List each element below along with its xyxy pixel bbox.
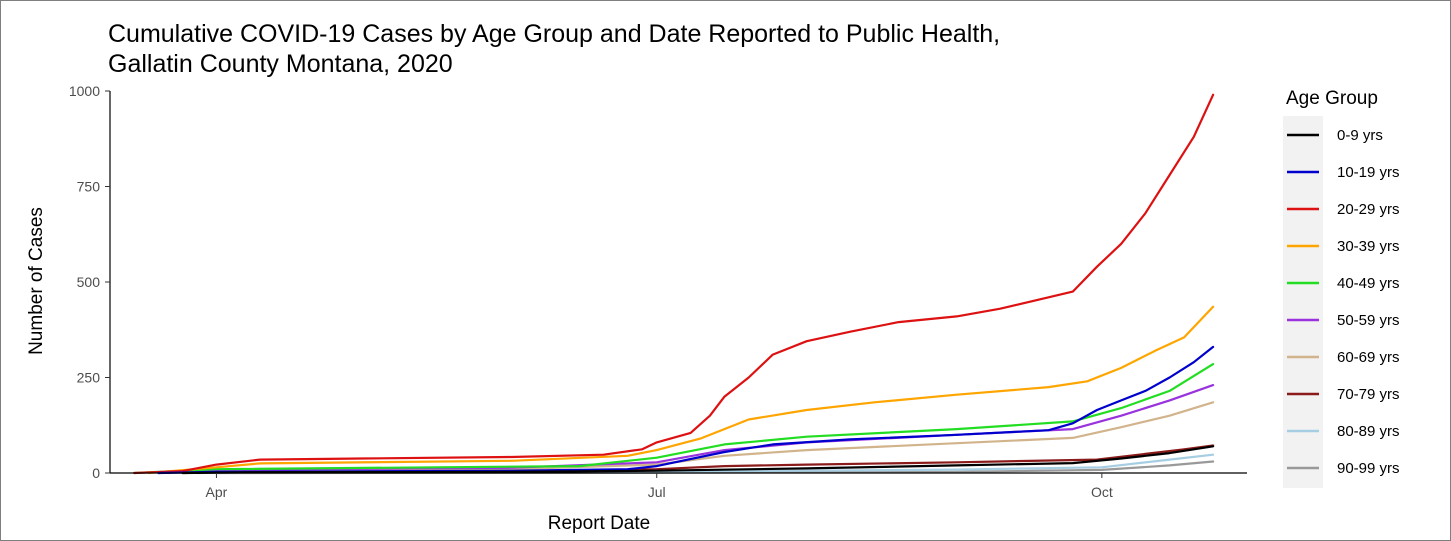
y-axis-title: Number of Cases — [26, 207, 47, 355]
series-line-40-49-yrs — [133, 363, 1215, 475]
y-tick-label: 500 — [77, 274, 101, 290]
x-ticks: Apr Jul Oct — [206, 473, 1113, 500]
legend-items: 0-9 yrs 10-19 yrs 20-29 yrs 30-39 yrs 40-49 … — [1283, 116, 1400, 488]
y-tick-label: 0 — [92, 465, 100, 481]
legend-title: Age Group — [1286, 88, 1378, 109]
series-line-20-29-yrs — [133, 93, 1215, 475]
x-axis-title: Report Date — [548, 513, 650, 534]
y-tick-label: 250 — [77, 370, 101, 386]
legend-label: 30-39 yrs — [1337, 238, 1400, 255]
series-line-10-19-yrs — [157, 345, 1215, 475]
legend-key-bg — [1283, 116, 1323, 488]
legend-label: 0-9 yrs — [1337, 127, 1383, 144]
chart-title: Cumulative COVID-19 Cases by Age Group a… — [108, 20, 1000, 48]
legend-label: 70-79 yrs — [1337, 386, 1400, 403]
x-tick-label: Jul — [648, 484, 666, 500]
legend-label: 10-19 yrs — [1337, 164, 1400, 181]
x-tick-label: Apr — [206, 484, 228, 500]
series-layer — [133, 93, 1215, 475]
x-tick-label: Oct — [1091, 484, 1113, 500]
legend-label: 40-49 yrs — [1337, 275, 1400, 292]
legend-label: 20-29 yrs — [1337, 201, 1400, 218]
series-line-0-9-yrs — [181, 445, 1215, 475]
legend-label: 80-89 yrs — [1337, 423, 1400, 440]
series-line-60-69-yrs — [167, 401, 1215, 475]
legend-label: 90-99 yrs — [1337, 460, 1400, 477]
y-tick-label: 750 — [77, 179, 101, 195]
series-line-30-39-yrs — [147, 305, 1215, 475]
legend: Age Group 0-9 yrs 10-19 yrs 20-29 yrs 30-39… — [1283, 88, 1400, 488]
y-ticks: 0 250 500 750 1000 — [69, 83, 110, 481]
y-tick-label: 1000 — [69, 83, 100, 99]
chart-subtitle: Gallatin County Montana, 2020 — [108, 50, 453, 78]
legend-label: 60-69 yrs — [1337, 349, 1400, 366]
legend-label: 50-59 yrs — [1337, 312, 1400, 329]
